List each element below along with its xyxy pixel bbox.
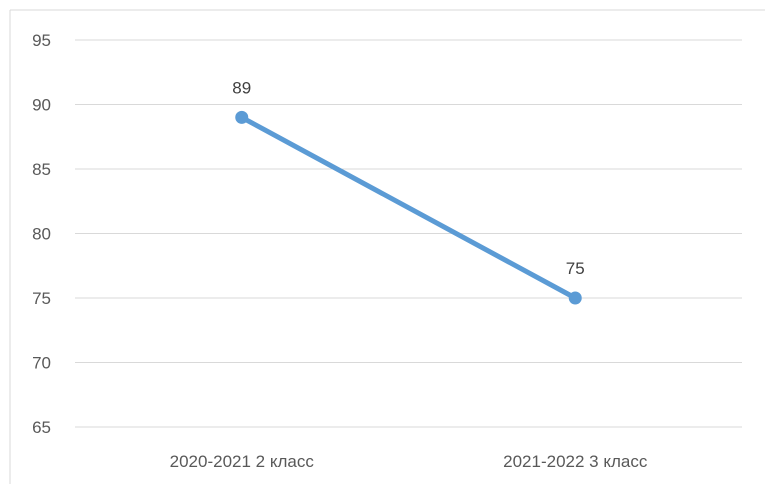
- series-line-1: [239, 114, 578, 301]
- data-labels: 89 75: [232, 78, 584, 278]
- gridlines: [75, 39, 742, 428]
- y-tick-label-75: 75: [32, 289, 51, 308]
- data-label-2: 75: [566, 259, 585, 278]
- x-tick-label-2: 2021-2022 3 класс: [503, 452, 648, 471]
- chart-border-layer: [9, 9, 765, 484]
- data-point-1: [235, 110, 249, 124]
- y-tick-label-80: 80: [32, 225, 51, 244]
- y-axis-tick-labels: 65 70 75 80 85 90 95: [32, 31, 51, 437]
- data-label-1: 89: [232, 78, 251, 97]
- y-tick-label-65: 65: [32, 418, 51, 437]
- x-axis-tick-labels: 2020-2021 2 класс 2021-2022 3 класс: [170, 452, 648, 471]
- series-layer: [235, 110, 582, 305]
- y-tick-label-85: 85: [32, 160, 51, 179]
- y-tick-label-70: 70: [32, 354, 51, 373]
- y-tick-label-90: 90: [32, 96, 51, 115]
- y-tick-label-95: 95: [32, 31, 51, 50]
- x-tick-label-1: 2020-2021 2 класс: [170, 452, 315, 471]
- data-point-2: [568, 291, 582, 305]
